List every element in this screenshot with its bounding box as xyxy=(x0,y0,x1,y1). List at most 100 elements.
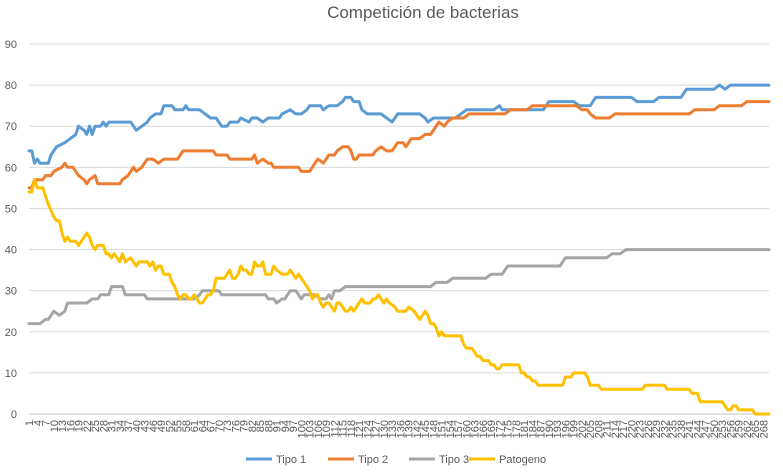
x-tick-label: 163 xyxy=(470,420,482,438)
x-tick-label: 46 xyxy=(148,420,160,432)
x-tick-label: 16 xyxy=(65,420,77,432)
x-tick-label: 79 xyxy=(239,420,251,432)
gridlines xyxy=(29,43,769,415)
x-tick-label: 262 xyxy=(742,420,754,438)
x-tick-label: 133 xyxy=(387,420,399,438)
x-tick-label: 10 xyxy=(49,420,61,432)
x-tick-label: 205 xyxy=(585,420,597,438)
y-tick-label: 70 xyxy=(5,121,17,133)
x-tick-label: 28 xyxy=(98,420,110,432)
legend-label: Patogeno xyxy=(499,454,546,466)
x-tick-label: 124 xyxy=(362,420,374,438)
x-tick-label: 214 xyxy=(610,420,622,438)
y-tick-label: 60 xyxy=(5,162,17,174)
x-tick-label: 190 xyxy=(544,420,556,438)
x-tick-label: 52 xyxy=(164,420,176,432)
x-tick-label: 142 xyxy=(412,420,424,438)
y-tick-label: 20 xyxy=(5,327,17,339)
x-tick-label: 112 xyxy=(329,420,341,438)
x-tick-label: 37 xyxy=(123,420,135,432)
x-tick-label: 166 xyxy=(478,420,490,438)
x-tick-label: 169 xyxy=(486,420,498,438)
x-tick-label: 226 xyxy=(643,420,655,438)
y-tick-label: 40 xyxy=(5,245,17,257)
x-tick-label: 64 xyxy=(197,420,209,432)
legend: Tipo 1 Tipo 2 Tipo 3 Patogeno xyxy=(246,454,546,466)
x-tick-label: 217 xyxy=(618,420,630,438)
x-tick-label: 103 xyxy=(305,420,317,438)
legend-label: Tipo 1 xyxy=(276,454,306,466)
legend-label: Tipo 3 xyxy=(439,454,469,466)
x-tick-label: 181 xyxy=(519,420,531,438)
series-line-tipo-2 xyxy=(27,100,771,190)
x-tick-label: 199 xyxy=(569,420,581,438)
x-tick-label: 85 xyxy=(255,420,267,432)
series-line-tipo-3 xyxy=(27,248,771,326)
x-tick-label: 247 xyxy=(701,420,713,438)
x-tick-label: 244 xyxy=(692,420,704,438)
series-line-patogeno xyxy=(27,178,771,416)
x-tick-label: 265 xyxy=(750,420,762,438)
x-tick-label: 73 xyxy=(222,420,234,432)
x-tick-label: 1 xyxy=(24,420,36,426)
x-tick-label: 253 xyxy=(717,420,729,438)
x-tick-label: 160 xyxy=(461,420,473,438)
x-tick-label: 100 xyxy=(296,420,308,438)
x-tick-label: 238 xyxy=(676,420,688,438)
x-tick-label: 136 xyxy=(395,420,407,438)
x-tick-label: 118 xyxy=(346,420,358,438)
x-axis-ticks: 1471013161922252831343740434649525558616… xyxy=(24,420,770,438)
x-tick-label: 235 xyxy=(668,420,680,438)
x-tick-label: 145 xyxy=(420,420,432,438)
x-tick-label: 241 xyxy=(684,420,696,438)
x-tick-label: 97 xyxy=(288,420,300,432)
x-tick-label: 121 xyxy=(354,420,366,438)
x-tick-label: 13 xyxy=(57,420,69,432)
y-tick-label: 0 xyxy=(11,409,17,421)
x-tick-label: 130 xyxy=(379,420,391,438)
x-tick-label: 55 xyxy=(173,420,185,432)
y-tick-label: 50 xyxy=(5,203,17,215)
x-tick-label: 25 xyxy=(90,420,102,432)
x-tick-label: 127 xyxy=(371,420,383,438)
x-tick-label: 178 xyxy=(511,420,523,438)
x-tick-label: 7 xyxy=(41,420,53,426)
x-tick-label: 40 xyxy=(131,420,143,432)
legend-label: Tipo 2 xyxy=(358,454,388,466)
x-tick-label: 58 xyxy=(181,420,193,432)
x-tick-label: 4 xyxy=(32,420,44,426)
x-tick-label: 67 xyxy=(206,420,218,432)
x-tick-label: 61 xyxy=(189,420,201,432)
x-tick-label: 82 xyxy=(247,420,259,432)
x-tick-label: 88 xyxy=(263,420,275,432)
x-tick-label: 151 xyxy=(437,420,449,438)
x-tick-label: 172 xyxy=(494,420,506,438)
series-lines xyxy=(27,83,771,416)
x-tick-label: 94 xyxy=(280,420,292,432)
x-tick-label: 184 xyxy=(527,420,539,438)
x-tick-label: 91 xyxy=(272,420,284,432)
x-tick-label: 139 xyxy=(404,420,416,438)
x-tick-label: 229 xyxy=(651,420,663,438)
y-tick-label: 10 xyxy=(5,368,17,380)
x-tick-label: 193 xyxy=(552,420,564,438)
x-tick-label: 232 xyxy=(659,420,671,438)
x-tick-label: 106 xyxy=(313,420,325,438)
x-tick-label: 154 xyxy=(445,420,457,438)
x-tick-label: 49 xyxy=(156,420,168,432)
x-tick-label: 175 xyxy=(503,420,515,438)
x-tick-label: 19 xyxy=(74,420,86,432)
x-tick-label: 259 xyxy=(734,420,746,438)
x-tick-label: 34 xyxy=(115,420,127,432)
x-tick-label: 109 xyxy=(321,420,333,438)
y-tick-label: 90 xyxy=(5,39,17,51)
x-tick-label: 157 xyxy=(453,420,465,438)
x-tick-label: 223 xyxy=(635,420,647,438)
x-tick-label: 202 xyxy=(577,420,589,438)
chart-title: Competición de bacterias xyxy=(327,3,519,22)
x-tick-label: 220 xyxy=(626,420,638,438)
x-tick-label: 250 xyxy=(709,420,721,438)
x-tick-label: 256 xyxy=(725,420,737,438)
x-tick-label: 196 xyxy=(560,420,572,438)
